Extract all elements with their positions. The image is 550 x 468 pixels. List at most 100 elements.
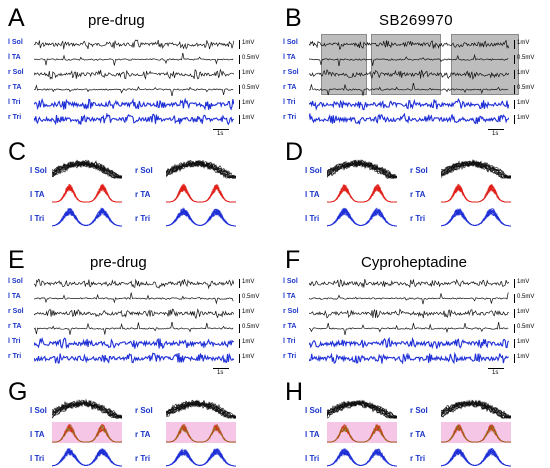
emg-trace [309, 83, 509, 96]
overlay-label-left: l Tri [305, 214, 320, 223]
trace-label: r Sol [8, 308, 24, 315]
voltage-scale-label: 1mV [517, 279, 530, 285]
panel-title-e: pre-drug [90, 254, 147, 271]
trace-row: l Sol 1mV [8, 277, 270, 290]
overlay-label-right: r TA [135, 190, 151, 199]
trace-row: l Tri 1mV [8, 98, 270, 111]
cycle-overlay-trace [166, 207, 236, 227]
voltage-scale-bar [514, 294, 515, 303]
emg-trace [309, 68, 509, 80]
trace-label: l TA [8, 54, 21, 61]
cycle-overlay-trace [52, 207, 122, 227]
time-scale-bar [488, 368, 504, 369]
overlay-label-right: r TA [135, 430, 151, 439]
panel-c: C l Sol r Sol l TA r TA l Tri r Tri [0, 140, 275, 232]
voltage-scale-label: 1mV [517, 354, 530, 360]
trace-row: l TA 0.5mV [8, 292, 270, 305]
voltage-scale-bar [239, 309, 240, 318]
cycle-overlay-trace [327, 207, 397, 227]
emg-trace [34, 352, 234, 364]
trace-row: l Sol 1mV [283, 277, 545, 290]
trace-label: r Tri [283, 353, 297, 360]
trace-row: r Tri 1mV [8, 113, 270, 126]
cycle-overlay-trace [52, 447, 122, 467]
voltage-scale-label: 0.5mV [517, 55, 535, 61]
voltage-scale-label: 1mV [242, 40, 255, 46]
trace-label: r Tri [283, 114, 297, 121]
emg-trace [309, 278, 509, 289]
trace-row: r Sol 1mV [283, 68, 545, 81]
trace-row: r TA 0.5mV [8, 83, 270, 96]
trace-label: l Tri [283, 99, 296, 106]
overlay-label-right: r Tri [135, 454, 151, 463]
emg-trace [34, 337, 234, 350]
overlay-label-right: r Sol [135, 406, 153, 415]
emg-trace [309, 322, 509, 335]
emg-trace [34, 113, 234, 126]
trace-label: l TA [283, 293, 296, 300]
voltage-scale-label: 0.5mV [242, 324, 260, 330]
voltage-scale-bar [239, 354, 240, 363]
voltage-scale-label: 0.5mV [242, 294, 260, 300]
panel-e: E pre-drug l Sol 1mV l TA 0.5mV r Sol 1mV r TA… [0, 240, 275, 380]
trace-label: l Tri [8, 338, 21, 345]
emg-trace [309, 53, 509, 66]
voltage-scale-label: 1mV [517, 339, 530, 345]
voltage-scale-label: 1mV [242, 339, 255, 345]
cycle-overlay-trace [52, 159, 122, 179]
trace-row: l Sol 1mV [283, 38, 545, 51]
overlay-label-right: r Sol [135, 166, 153, 175]
cycle-overlay-trace [441, 422, 511, 443]
voltage-scale-bar [239, 70, 240, 79]
voltage-scale-label: 1mV [517, 70, 530, 76]
trace-row: r Sol 1mV [8, 68, 270, 81]
emg-trace [34, 98, 234, 111]
overlay-label-left: l TA [305, 190, 320, 199]
voltage-scale-bar [514, 85, 515, 94]
shaded-region-3 [451, 34, 519, 95]
emg-trace [34, 308, 234, 320]
trace-row: l TA 0.5mV [8, 53, 270, 66]
overlay-label-right: r Tri [410, 454, 426, 463]
trace-label: l TA [8, 293, 21, 300]
voltage-scale-bar [514, 55, 515, 64]
cycle-overlay-trace [441, 447, 511, 467]
voltage-scale-bar [514, 339, 515, 348]
cycle-overlay-trace [441, 159, 511, 179]
trace-label: l Tri [8, 99, 21, 106]
cycle-overlay-trace [327, 399, 397, 419]
emg-trace [34, 53, 234, 66]
cycle-overlay-trace [52, 183, 122, 203]
overlay-label-left: l TA [30, 430, 45, 439]
trace-label: r TA [283, 323, 297, 330]
voltage-scale-bar [239, 115, 240, 124]
trace-row: l Tri 1mV [283, 337, 545, 350]
trace-row: l Sol 1mV [8, 38, 270, 51]
overlay-label-right: r Sol [410, 166, 428, 175]
time-scale-label: 1s [492, 370, 499, 376]
overlay-group-h: l Sol r Sol l TA r TA l Tri r Tri [275, 398, 550, 468]
trace-row: l TA 0.5mV [283, 53, 545, 66]
trace-row: l Tri 1mV [283, 98, 545, 111]
overlay-label-left: l Sol [305, 406, 322, 415]
cycle-overlay-trace [166, 399, 236, 419]
overlay-label-right: r Tri [410, 214, 426, 223]
panel-f: F Cyproheptadine l Sol 1mV l TA 0.5mV r Sol 1… [275, 240, 550, 380]
emg-trace [34, 278, 234, 290]
voltage-scale-label: 1mV [242, 279, 255, 285]
voltage-scale-bar [239, 324, 240, 333]
voltage-scale-label: 1mV [517, 40, 530, 46]
trace-label: r Sol [283, 308, 299, 315]
emg-trace [309, 113, 509, 125]
voltage-scale-bar [239, 85, 240, 94]
trace-row: r TA 0.5mV [283, 322, 545, 335]
overlay-label-right: r TA [410, 190, 426, 199]
panel-letter-a: A [8, 4, 25, 32]
panel-letter-e: E [8, 246, 25, 274]
voltage-scale-bar [239, 55, 240, 64]
panel-letter-h: H [285, 378, 304, 406]
trace-label: r Sol [283, 69, 299, 76]
voltage-scale-label: 1mV [517, 100, 530, 106]
trace-row: r TA 0.5mV [8, 322, 270, 335]
voltage-scale-label: 1mV [242, 115, 255, 121]
